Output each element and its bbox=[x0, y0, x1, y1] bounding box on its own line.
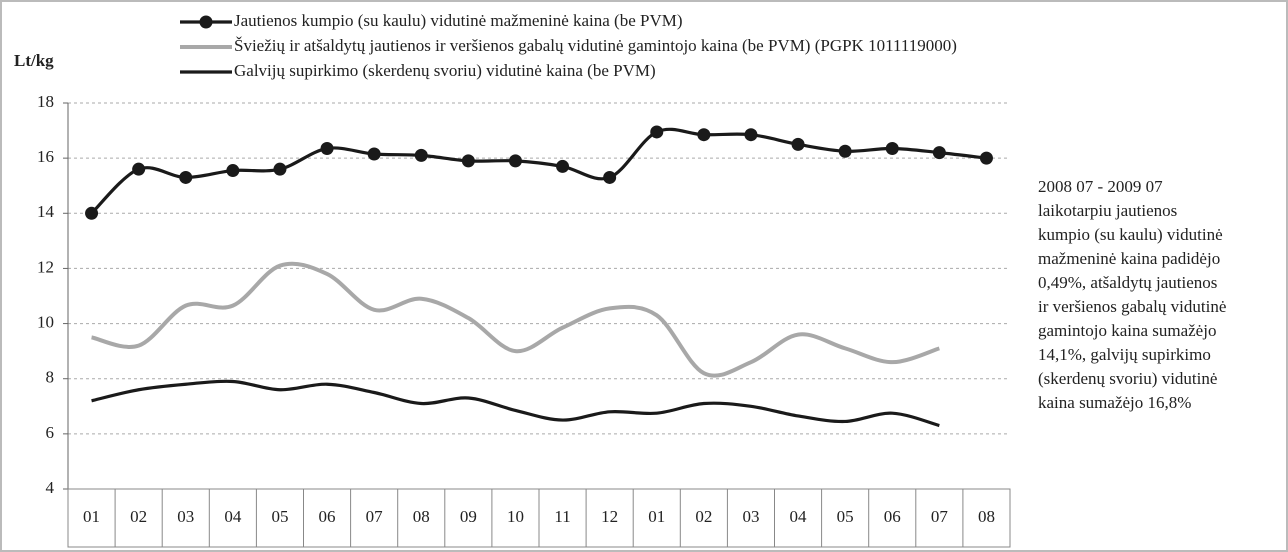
x-tick-label: 06 bbox=[884, 507, 901, 526]
x-tick-label: 05 bbox=[837, 507, 854, 526]
y-tick-label: 8 bbox=[46, 368, 55, 387]
x-tick-label: 06 bbox=[319, 507, 336, 526]
annotation-line: mažmeninė kaina padidėjo bbox=[1038, 249, 1220, 268]
series-marker bbox=[556, 159, 570, 173]
y-tick-label: 4 bbox=[46, 478, 55, 497]
series-marker bbox=[744, 128, 758, 142]
y-axis-label: Lt/kg bbox=[14, 51, 54, 70]
x-tick-label: 03 bbox=[742, 507, 759, 526]
x-tick-label: 03 bbox=[177, 507, 194, 526]
series-marker bbox=[603, 170, 617, 184]
x-tick-label: 01 bbox=[83, 507, 100, 526]
series-marker bbox=[367, 147, 381, 161]
x-tick-label: 02 bbox=[130, 507, 147, 526]
legend-label: Galvijų supirkimo (skerdenų svoriu) vidu… bbox=[234, 61, 656, 80]
annotation-line: 2008 07 - 2009 07 bbox=[1038, 177, 1163, 196]
series-marker bbox=[838, 144, 852, 158]
x-tick-label: 07 bbox=[931, 507, 949, 526]
x-tick-label: 08 bbox=[978, 507, 995, 526]
series-marker bbox=[932, 146, 946, 160]
legend-label: Jautienos kumpio (su kaulu) vidutinė maž… bbox=[234, 11, 683, 30]
x-tick-label: 10 bbox=[507, 507, 524, 526]
y-tick-label: 18 bbox=[37, 92, 54, 111]
annotation-line: 0,49%, atšaldytų jautienos bbox=[1038, 273, 1217, 292]
legend-marker bbox=[199, 15, 213, 29]
annotation-line: laikotarpiu jautienos bbox=[1038, 201, 1177, 220]
series-marker bbox=[320, 141, 334, 155]
annotation-line: ir veršienos gabalų vidutinė bbox=[1038, 297, 1226, 316]
annotation-line: 14,1%, galvijų supirkimo bbox=[1038, 345, 1211, 364]
legend-label: Šviežių ir atšaldytų jautienos ir veršie… bbox=[234, 36, 957, 55]
series-marker bbox=[461, 154, 475, 168]
x-tick-label: 08 bbox=[413, 507, 430, 526]
series-marker bbox=[885, 141, 899, 155]
series-line bbox=[91, 261, 940, 378]
x-tick-label: 07 bbox=[366, 507, 384, 526]
x-tick-label: 09 bbox=[460, 507, 477, 526]
x-tick-label: 04 bbox=[224, 507, 242, 526]
series-marker bbox=[979, 151, 993, 165]
series-line bbox=[90, 127, 987, 215]
y-tick-label: 14 bbox=[37, 202, 55, 221]
series-marker bbox=[650, 125, 664, 139]
series-marker bbox=[226, 164, 240, 178]
series-marker bbox=[697, 128, 711, 142]
annotation-line: kumpio (su kaulu) vidutinė bbox=[1038, 225, 1223, 244]
series-line bbox=[91, 379, 940, 428]
series-marker bbox=[414, 148, 428, 162]
x-tick-label: 04 bbox=[790, 507, 808, 526]
series-marker bbox=[273, 162, 287, 176]
series-marker bbox=[179, 170, 193, 184]
annotation-line: (skerdenų svoriu) vidutinė bbox=[1038, 369, 1217, 388]
y-tick-label: 10 bbox=[37, 312, 54, 331]
x-tick-label: 12 bbox=[601, 507, 618, 526]
series-marker bbox=[791, 137, 805, 151]
series-marker bbox=[85, 206, 99, 220]
y-tick-label: 6 bbox=[46, 423, 55, 442]
series-marker bbox=[508, 154, 522, 168]
x-tick-label: 05 bbox=[271, 507, 288, 526]
x-tick-label: 11 bbox=[554, 507, 570, 526]
y-tick-label: 12 bbox=[37, 257, 54, 276]
annotation-line: gamintojo kaina sumažėjo bbox=[1038, 321, 1216, 340]
x-tick-label: 02 bbox=[695, 507, 712, 526]
series-marker bbox=[132, 162, 146, 176]
x-tick-label: 01 bbox=[648, 507, 665, 526]
annotation-line: kaina sumažėjo 16,8% bbox=[1038, 393, 1191, 412]
y-tick-label: 16 bbox=[37, 147, 54, 166]
